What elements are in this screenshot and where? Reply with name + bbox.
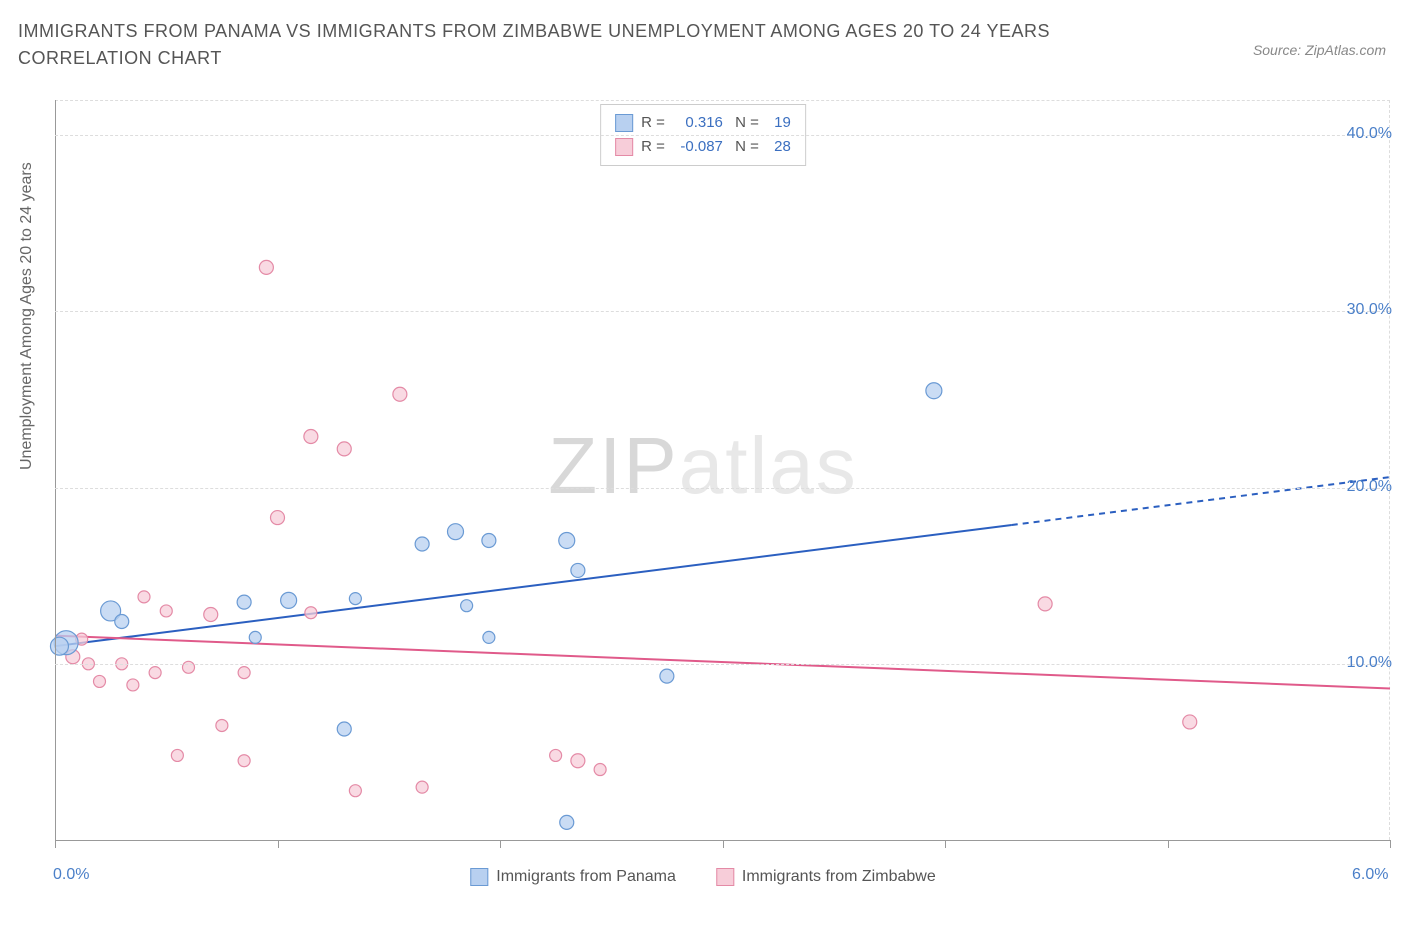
y-axis-title: Unemployment Among Ages 20 to 24 years — [18, 162, 36, 470]
y-tick-label: 10.0% — [1347, 654, 1392, 672]
scatter-plot-svg — [55, 100, 1390, 840]
y-tick-label: 20.0% — [1347, 478, 1392, 496]
y-tick-label: 30.0% — [1347, 301, 1392, 319]
swatch-panama-bottom — [470, 868, 488, 886]
x-tick — [55, 840, 56, 848]
x-tick — [1390, 840, 1391, 848]
x-tick — [1168, 840, 1169, 848]
x-tick — [945, 840, 946, 848]
legend-item-zimbabwe: Immigrants from Zimbabwe — [716, 868, 936, 886]
series-legend: Immigrants from Panama Immigrants from Z… — [470, 868, 935, 886]
legend-row-panama: R =0.316 N =19 — [615, 111, 791, 135]
gridline — [55, 135, 1390, 136]
swatch-zimbabwe — [615, 138, 633, 156]
x-tick — [278, 840, 279, 848]
x-tick-label: 0.0% — [53, 866, 89, 884]
gridline — [55, 488, 1390, 489]
swatch-panama — [615, 114, 633, 132]
y-axis-line — [55, 100, 56, 840]
legend-row-zimbabwe: R =-0.087 N =28 — [615, 135, 791, 159]
y-tick-label: 40.0% — [1347, 125, 1392, 143]
swatch-zimbabwe-bottom — [716, 868, 734, 886]
x-tick-label: 6.0% — [1352, 866, 1388, 884]
x-tick — [500, 840, 501, 848]
x-tick — [723, 840, 724, 848]
chart-title: IMMIGRANTS FROM PANAMA VS IMMIGRANTS FRO… — [18, 18, 1118, 72]
source-attribution: Source: ZipAtlas.com — [1253, 42, 1386, 58]
gridline — [55, 664, 1390, 665]
gridline — [55, 311, 1390, 312]
legend-item-panama: Immigrants from Panama — [470, 868, 676, 886]
